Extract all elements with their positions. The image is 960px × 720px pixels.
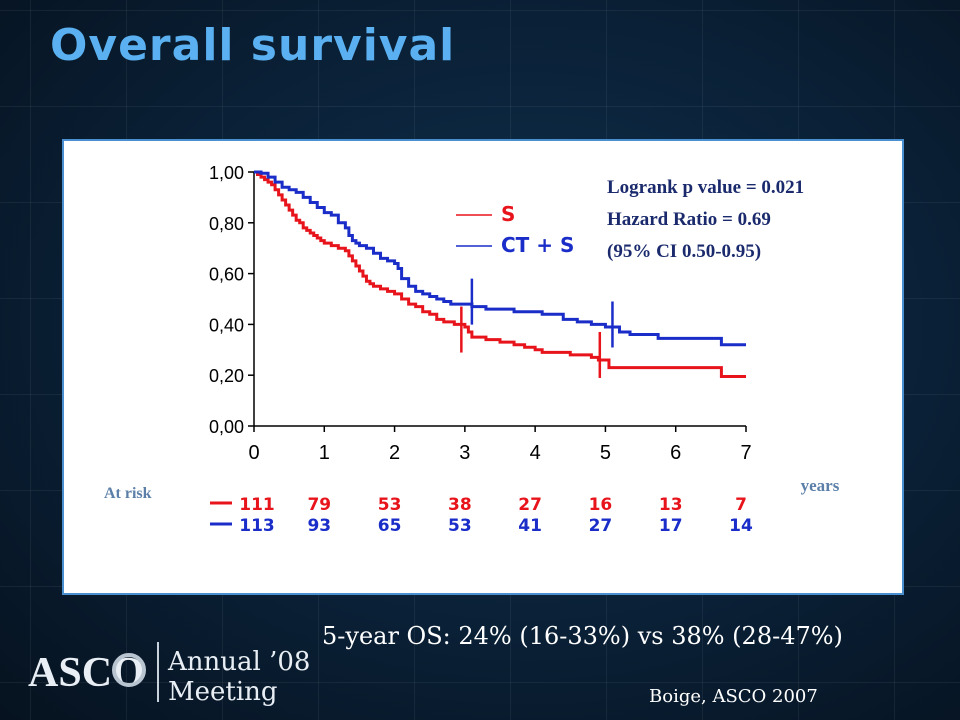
x-tick-label: 1 [319, 442, 330, 464]
stats-annotation: Logrank p value = 0.021 Hazard Ratio = 0.… [607, 177, 804, 262]
x-tick-label: 2 [389, 442, 400, 464]
at-risk-value: 38 [448, 495, 472, 515]
y-tick-label: 0,60 [209, 265, 244, 285]
at-risk-value: 79 [307, 495, 331, 515]
x-tick-label: 7 [740, 442, 751, 464]
logo-globe-icon [112, 653, 146, 687]
at-risk-value: 53 [378, 495, 402, 515]
at-risk-value: 14 [729, 516, 753, 536]
at-risk-value: 13 [659, 495, 683, 515]
slide-title: Overall survival [50, 20, 456, 71]
annotation-line: Logrank p value = 0.021 [607, 177, 804, 198]
logo-meeting-text: Meeting [168, 677, 278, 707]
legend: S CT + S [456, 202, 574, 257]
at-risk-value: 53 [448, 516, 472, 536]
at-risk-value: 111 [239, 495, 275, 515]
x-tick-label: 4 [530, 442, 541, 464]
x-tick-label: 0 [248, 442, 259, 464]
x-axis-label: years [801, 476, 840, 495]
legend-label: S [501, 202, 515, 226]
at-risk-label: At risk [104, 485, 152, 502]
at-risk-value: 7 [735, 495, 747, 515]
annotation-line: (95% CI 0.50-0.95) [607, 241, 761, 262]
y-tick-label: 0,40 [209, 315, 244, 335]
at-risk-value: 16 [589, 495, 613, 515]
axes: 0,00 0,20 0,40 0,60 0,80 1,00 0 1 2 3 4 5 6 7 years [209, 163, 840, 495]
y-tick-label: 1,00 [209, 163, 244, 183]
x-tick-label: 3 [459, 442, 470, 464]
series-line [254, 170, 746, 378]
at-risk-value: 27 [518, 495, 542, 515]
legend-label: CT + S [501, 233, 574, 257]
at-risk-value: 41 [518, 516, 542, 536]
annotation-line: Hazard Ratio = 0.69 [607, 209, 771, 230]
y-tick-label: 0,80 [209, 214, 244, 234]
survival-curves [254, 170, 746, 378]
y-tick-label: 0,20 [209, 366, 244, 386]
at-risk-value: 93 [307, 516, 331, 536]
citation: Boige, ASCO 2007 [649, 686, 818, 707]
km-chart: 0,00 0,20 0,40 0,60 0,80 1,00 0 1 2 3 4 5 6 7 years SC… [104, 163, 840, 536]
y-tick-label: 0,00 [209, 417, 244, 437]
at-risk-value: 113 [239, 516, 275, 536]
x-tick-label: 6 [670, 442, 681, 464]
logo-asco-text: ASCO [28, 650, 145, 696]
at-risk-value: 65 [378, 516, 402, 536]
at-risk-value: 17 [659, 516, 683, 536]
x-tick-label: 5 [600, 442, 611, 464]
at-risk-value: 27 [589, 516, 613, 536]
os-summary: 5-year OS: 24% (16-33%) vs 38% (28-47%) [322, 622, 843, 650]
logo-annual-text: Annual ’08 [167, 647, 310, 677]
series-line [254, 170, 746, 347]
asco-logo: ASCO Annual ’08 Meeting [28, 640, 328, 714]
